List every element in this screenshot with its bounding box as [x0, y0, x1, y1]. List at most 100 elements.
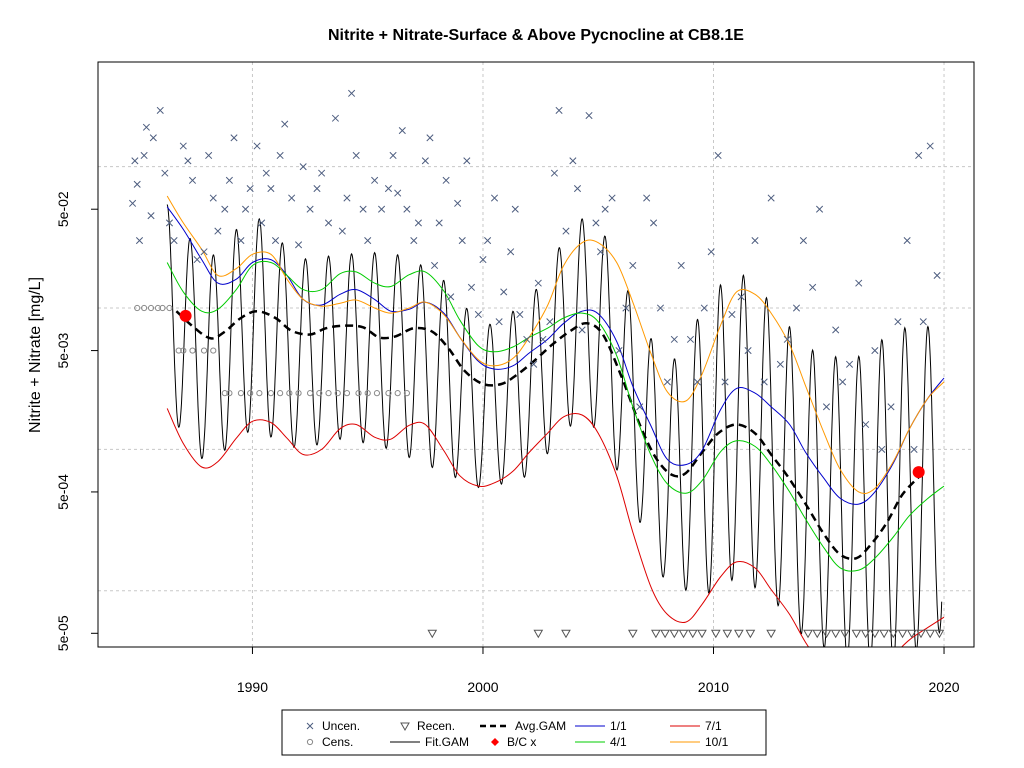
uncensored-point [700, 304, 708, 312]
uncensored-point [677, 261, 685, 270]
uncensored-point [608, 194, 616, 202]
series-clip-group [166, 195, 945, 647]
x-tick-label: 1990 [237, 679, 268, 695]
uncensored-point [643, 194, 651, 202]
uncensored-point [760, 378, 768, 386]
uncensored-point [299, 163, 307, 171]
legend-symbol-diamond [491, 738, 499, 746]
censored-point [159, 304, 166, 312]
uncensored-point [744, 347, 752, 355]
legend-label: 10/1 [705, 735, 729, 749]
uncensored-point [845, 360, 854, 368]
uncensored-point [622, 304, 630, 312]
censored-point [221, 390, 228, 397]
uncensored-point [507, 248, 515, 256]
censored-point [325, 390, 332, 397]
uncensored-point [246, 185, 254, 193]
uncensored-point [926, 142, 934, 150]
x-tick-label: 2000 [467, 679, 498, 695]
uncensored-point [352, 151, 360, 160]
censored-point [210, 347, 217, 354]
uncensored-point [878, 445, 886, 453]
uncensored-point [324, 219, 333, 227]
grid [98, 62, 974, 647]
recensored-point [660, 629, 670, 639]
uncensored-point [142, 123, 150, 131]
legend: Uncen. Cens. Recen. Fit.GAM Avg.GAM B/C x 1/1 4… [281, 709, 767, 756]
recensored-point [627, 629, 638, 639]
uncensored-point [398, 127, 406, 135]
uncensored-point [129, 199, 137, 207]
uncensored-point [751, 237, 759, 245]
recensored-point [897, 629, 908, 639]
y-tick-label: 5e-02 [55, 191, 71, 227]
censored-point [316, 390, 323, 397]
uncensored-point [516, 310, 524, 319]
recensored-point [860, 629, 871, 639]
censored-point [166, 304, 173, 312]
legend-label: 4/1 [610, 735, 627, 749]
recensored-point [812, 629, 823, 639]
uncensored-point [225, 176, 233, 184]
uncensored-point [156, 106, 164, 114]
legend-label: Recen. [417, 719, 455, 733]
uncensored-point [221, 205, 229, 213]
uncensored-point [147, 212, 155, 220]
uncensored-point [318, 169, 326, 177]
uncensored-point [258, 219, 266, 227]
censored-point [189, 347, 196, 354]
uncensored-point [403, 205, 411, 213]
censored-point [134, 304, 141, 312]
bc-point [179, 309, 192, 322]
uncensored-point [140, 151, 148, 160]
legend-item: Avg.GAM [480, 719, 566, 733]
uncensored-point [474, 310, 482, 319]
points-clip-group [129, 89, 945, 639]
y-tick-label: 5e-03 [55, 332, 71, 368]
uncensored-point [276, 151, 284, 160]
legend-item: 10/1 [670, 735, 729, 749]
uncensored-point [161, 169, 169, 177]
uncensored-point [650, 219, 658, 227]
legend-item: Fit.GAM [390, 735, 469, 749]
x-tick-label: 2020 [928, 679, 959, 695]
y-tick-label: 5e-04 [55, 474, 71, 510]
uncensored-point [815, 205, 824, 213]
legend-symbol-circle [306, 738, 314, 746]
chart-title: Nitrite + Nitrate-Surface & Above Pycnoc… [328, 27, 744, 44]
uncensored-point [414, 219, 422, 227]
censored-point [385, 390, 392, 397]
uncensored-point [384, 185, 393, 193]
censored-point [403, 390, 411, 397]
series-4-1 [166, 260, 945, 572]
uncensored-point [578, 326, 586, 334]
points-layer [129, 89, 945, 639]
uncensored-point [193, 256, 201, 264]
uncensored-point [615, 347, 623, 355]
uncensored-point [306, 205, 314, 213]
uncensored-point [915, 151, 923, 160]
uncensored-point [585, 111, 593, 120]
recensored-point [697, 629, 707, 639]
uncensored-point [822, 403, 831, 411]
legend-item: 7/1 [670, 719, 722, 733]
uncensored-point [435, 219, 443, 227]
uncensored-point [534, 279, 542, 287]
uncensored-point [179, 142, 187, 150]
uncensored-point [313, 185, 321, 193]
recensored-point [851, 629, 862, 639]
legend-item: 4/1 [575, 735, 627, 749]
uncensored-point [596, 248, 605, 256]
uncensored-point [839, 378, 847, 386]
uncensored-point [601, 205, 609, 213]
uncensored-point [546, 318, 554, 326]
uncensored-point [714, 151, 722, 160]
legend-label: Avg.GAM [515, 719, 566, 733]
uncensored-point [442, 176, 450, 184]
uncensored-point [230, 134, 238, 142]
uncensored-point [188, 176, 197, 184]
uncensored-point [855, 279, 863, 287]
uncensored-point [887, 403, 895, 411]
